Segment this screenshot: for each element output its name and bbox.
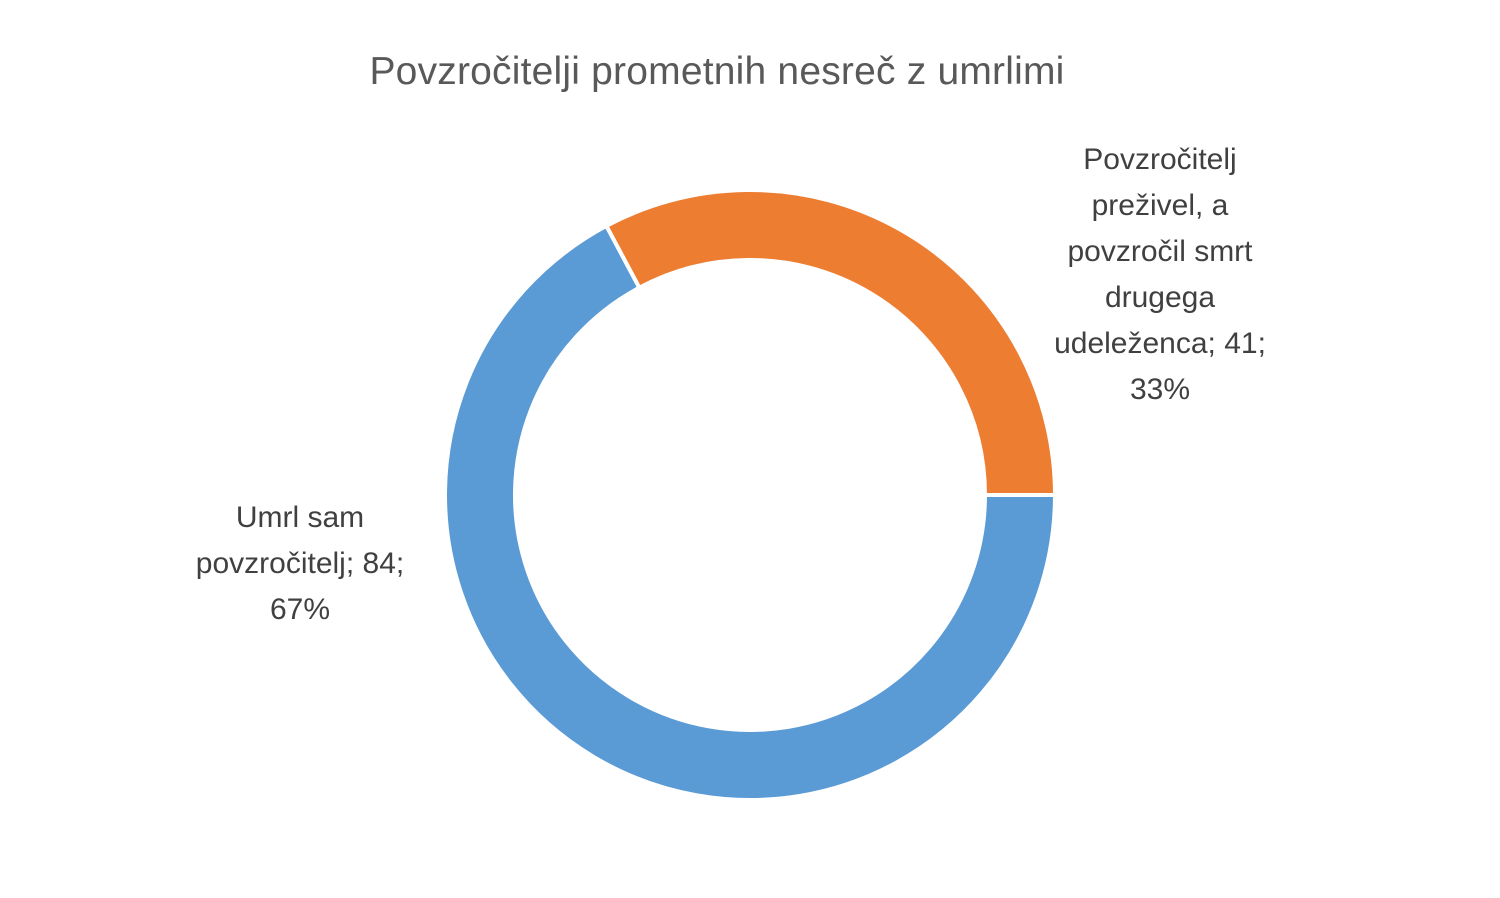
chart-title: Povzročitelji prometnih nesreč z umrlimi bbox=[369, 50, 1065, 93]
data-label-line: 33% bbox=[1129, 373, 1191, 406]
donut-slice-2 bbox=[603, 188, 1058, 497]
data-label-line: preživel, a bbox=[1091, 189, 1229, 222]
data-label-line: povzročil smrt bbox=[1067, 235, 1253, 268]
data-label-line: udeleženca; 41; bbox=[1054, 327, 1266, 360]
data-label-umrl-sam: Umrl sam povzročitelj; 84; 67% bbox=[150, 495, 450, 633]
data-label-prezivel: Povzročitelj preživel, a povzročil smrt … bbox=[1010, 137, 1310, 413]
data-label-line: Umrl sam bbox=[235, 501, 365, 534]
donut-slice-1 bbox=[443, 223, 1058, 802]
data-label-line: Povzročitelj bbox=[1083, 143, 1237, 176]
data-label-line: drugega bbox=[1104, 281, 1216, 314]
data-label-line: povzročitelj; 84; bbox=[195, 547, 405, 580]
data-label-line: 67% bbox=[269, 593, 331, 626]
